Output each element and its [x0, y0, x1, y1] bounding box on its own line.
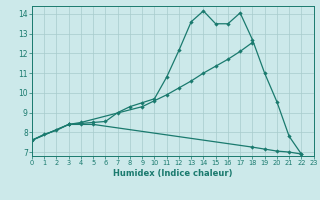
X-axis label: Humidex (Indice chaleur): Humidex (Indice chaleur)	[113, 169, 233, 178]
